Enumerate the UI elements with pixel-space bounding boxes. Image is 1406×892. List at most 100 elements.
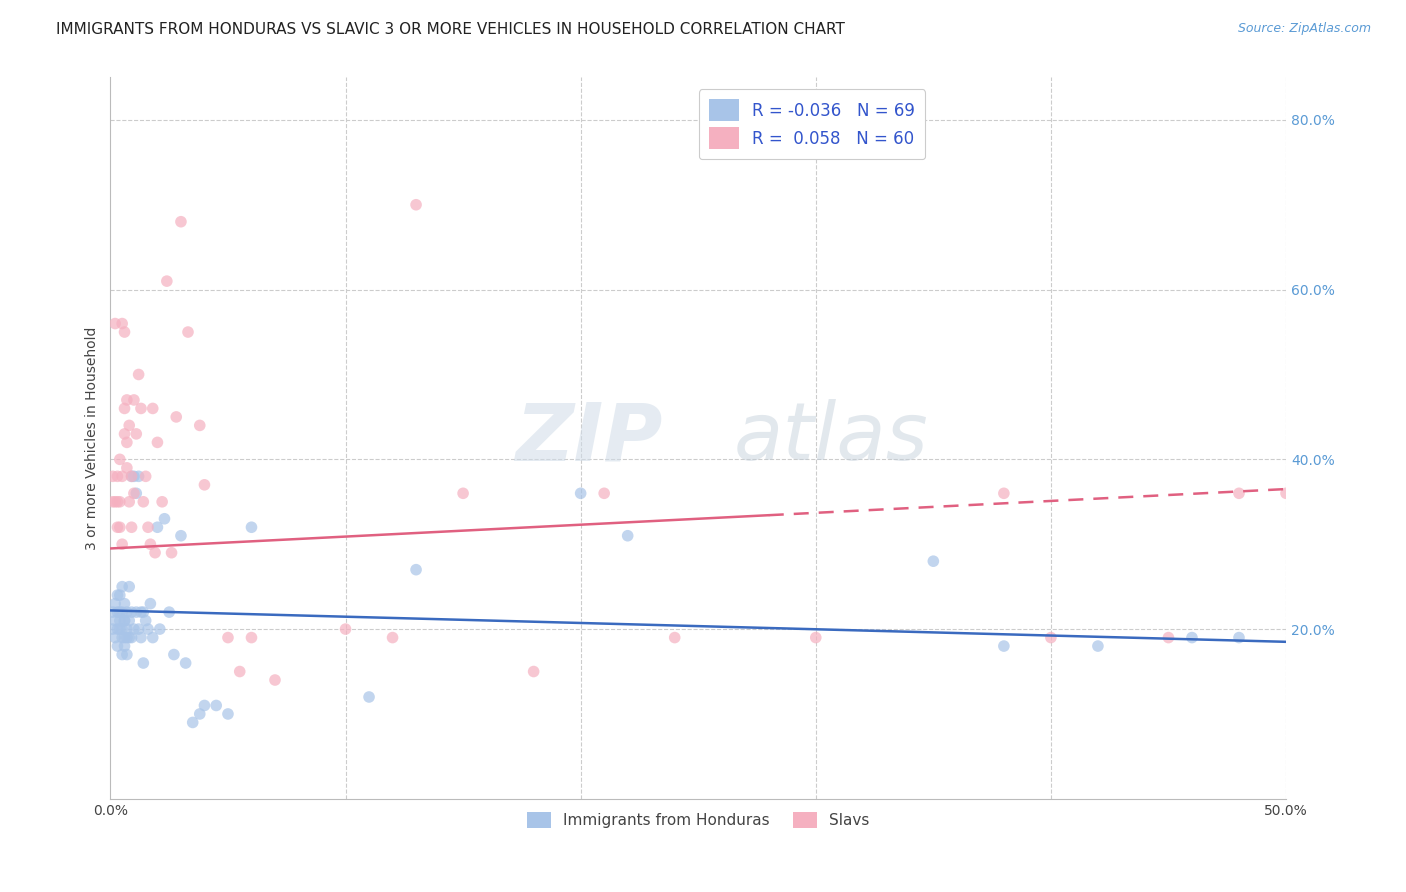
Point — [125, 605, 148, 619]
Point — [114, 614, 136, 628]
Point — [616, 529, 638, 543]
Point — [664, 631, 686, 645]
Point — [405, 198, 427, 212]
Point — [128, 368, 150, 382]
Point — [135, 614, 157, 628]
Point — [122, 469, 145, 483]
Point — [188, 418, 211, 433]
Point — [118, 418, 141, 433]
Point — [451, 486, 474, 500]
Text: ZIP: ZIP — [516, 399, 664, 477]
Point — [114, 325, 136, 339]
Point — [157, 605, 180, 619]
Point — [132, 605, 155, 619]
Point — [1039, 631, 1062, 645]
Point — [174, 656, 197, 670]
Point — [122, 392, 145, 407]
Point — [240, 520, 263, 534]
Point — [523, 665, 546, 679]
Point — [163, 648, 186, 662]
Point — [1275, 486, 1298, 500]
Point — [217, 631, 239, 645]
Point — [104, 317, 127, 331]
Point — [153, 512, 176, 526]
Point — [132, 495, 155, 509]
Point — [128, 622, 150, 636]
Point — [205, 698, 228, 713]
Text: atlas: atlas — [734, 399, 928, 477]
Y-axis label: 3 or more Vehicles in Household: 3 or more Vehicles in Household — [86, 326, 100, 549]
Point — [1227, 631, 1250, 645]
Point — [111, 605, 134, 619]
Point — [139, 537, 162, 551]
Point — [104, 597, 127, 611]
Point — [121, 469, 143, 483]
Point — [114, 639, 136, 653]
Point — [160, 546, 183, 560]
Point — [108, 614, 131, 628]
Point — [115, 622, 138, 636]
Point — [128, 469, 150, 483]
Text: Source: ZipAtlas.com: Source: ZipAtlas.com — [1237, 22, 1371, 36]
Point — [122, 622, 145, 636]
Point — [156, 274, 179, 288]
Point — [114, 614, 136, 628]
Point — [121, 520, 143, 534]
Point — [335, 622, 357, 636]
Point — [993, 639, 1015, 653]
Point — [170, 529, 193, 543]
Point — [229, 665, 252, 679]
Point — [136, 622, 159, 636]
Point — [122, 486, 145, 500]
Point — [107, 605, 129, 619]
Point — [111, 648, 134, 662]
Point — [142, 631, 165, 645]
Point — [139, 597, 162, 611]
Point — [1157, 631, 1180, 645]
Point — [149, 622, 172, 636]
Point — [125, 486, 148, 500]
Point — [115, 392, 138, 407]
Legend: Immigrants from Honduras, Slavs: Immigrants from Honduras, Slavs — [520, 805, 876, 835]
Point — [115, 631, 138, 645]
Point — [188, 706, 211, 721]
Point — [593, 486, 616, 500]
Point — [165, 409, 187, 424]
Point — [922, 554, 945, 568]
Point — [121, 631, 143, 645]
Point — [125, 426, 148, 441]
Point — [114, 426, 136, 441]
Point — [136, 520, 159, 534]
Point — [142, 401, 165, 416]
Point — [146, 435, 169, 450]
Point — [150, 495, 173, 509]
Point — [108, 520, 131, 534]
Point — [111, 622, 134, 636]
Point — [118, 495, 141, 509]
Point — [115, 648, 138, 662]
Point — [135, 469, 157, 483]
Point — [121, 605, 143, 619]
Point — [129, 605, 152, 619]
Point — [107, 622, 129, 636]
Point — [118, 580, 141, 594]
Text: IMMIGRANTS FROM HONDURAS VS SLAVIC 3 OR MORE VEHICLES IN HOUSEHOLD CORRELATION C: IMMIGRANTS FROM HONDURAS VS SLAVIC 3 OR … — [56, 22, 845, 37]
Point — [114, 597, 136, 611]
Point — [101, 605, 124, 619]
Point — [111, 631, 134, 645]
Point — [132, 656, 155, 670]
Point — [118, 614, 141, 628]
Point — [108, 588, 131, 602]
Point — [405, 563, 427, 577]
Point — [108, 452, 131, 467]
Point — [108, 622, 131, 636]
Point — [1227, 486, 1250, 500]
Point — [101, 622, 124, 636]
Point — [111, 469, 134, 483]
Point — [193, 698, 215, 713]
Point — [107, 639, 129, 653]
Point — [104, 614, 127, 628]
Point — [1181, 631, 1204, 645]
Point — [101, 495, 124, 509]
Point — [108, 605, 131, 619]
